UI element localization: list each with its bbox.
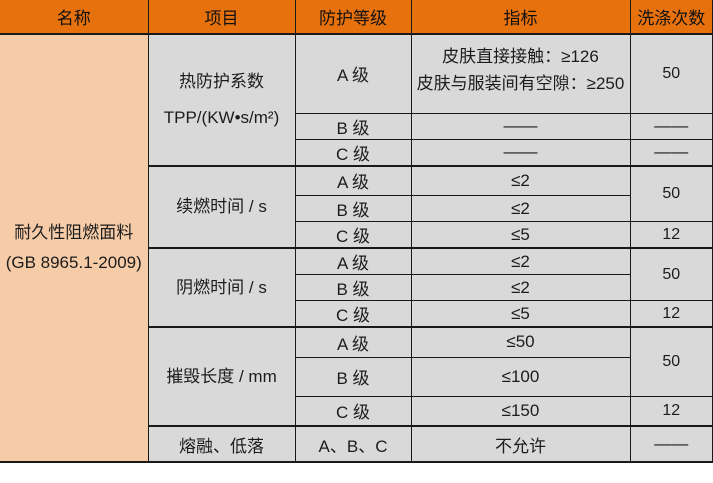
indicator-line: 皮肤直接接触：≥126: [442, 47, 599, 66]
flame-retardant-spec-table: 名称 项目 防护等级 指标 洗涤次数 耐久性阻燃面料 (GB 8965.1-20…: [0, 0, 713, 463]
header-wash-count: 洗涤次数: [629, 0, 713, 35]
header-indicator: 指标: [410, 0, 631, 35]
table-row: 摧毁长度 / mm A 级 ≤50 50: [0, 326, 713, 427]
level-cell: B 级: [294, 274, 412, 301]
header-item: 项目: [147, 0, 296, 35]
table-row: C 级 —— ——: [0, 138, 713, 166]
table-row: C 级 ≤5 12: [0, 300, 713, 328]
level-cell: C 级: [294, 395, 412, 427]
indicator-cell: ——: [410, 112, 631, 140]
indicator-cell: ≤150: [410, 395, 631, 427]
table-row: C 级 ≤5 12: [0, 221, 713, 249]
indicator-cell: ≤2: [410, 164, 631, 196]
header-protection-level: 防护等级: [294, 0, 412, 35]
indicator-cell: ——: [410, 138, 631, 166]
table-row: B 级 ≤2: [0, 195, 713, 222]
item-tpp-cell: 热防护系数 TPP/(KW•s/m²): [147, 33, 296, 166]
level-cell: B 级: [294, 112, 412, 140]
wash-count-cell: ——: [629, 425, 713, 463]
level-cell: A 级: [294, 164, 412, 196]
material-name-cell: 耐久性阻燃面料 (GB 8965.1-2009): [0, 33, 149, 463]
item-smolder-cell: 阴燃时间 / s: [147, 247, 296, 328]
indicator-cell: 不允许: [410, 425, 631, 463]
table-row: 耐久性阻燃面料 (GB 8965.1-2009) 热防护系数 TPP/(KW•s…: [0, 33, 713, 463]
material-name: 耐久性阻燃面料: [14, 223, 134, 242]
table-row: C 级 ≤150 12: [0, 395, 713, 427]
indicator-cell: ≤50: [410, 326, 631, 358]
indicator-cell: ≤2: [410, 274, 631, 301]
header-name: 名称: [0, 0, 149, 35]
level-cell: A 级: [294, 247, 412, 275]
level-cell: B 级: [294, 195, 412, 222]
wash-count-cell: 50: [629, 33, 713, 114]
level-cell: C 级: [294, 300, 412, 328]
wash-count-cell: 50: [629, 326, 713, 397]
item-damage-length-cell: 摧毁长度 / mm: [147, 326, 296, 427]
item-melt-drip-cell: 熔融、低落: [147, 425, 296, 463]
indicator-cell: ≤2: [410, 247, 631, 275]
wash-count-cell: 50: [629, 247, 713, 301]
level-cell: C 级: [294, 221, 412, 249]
wash-count-cell: 12: [629, 395, 713, 427]
table-row: B 级 ≤2: [0, 274, 713, 301]
level-cell: C 级: [294, 138, 412, 166]
wash-count-cell: ——: [629, 112, 713, 140]
level-cell: A 级: [294, 33, 412, 114]
indicator-cell: ≤5: [410, 300, 631, 328]
header-row: 名称 项目 防护等级 指标 洗涤次数: [0, 0, 713, 35]
table-row: 熔融、低落 A、B、C 不允许 ——: [0, 425, 713, 463]
table-row: B 级 ≤100: [0, 356, 713, 397]
table-row: 续燃时间 / s A 级 ≤2 50: [0, 164, 713, 249]
indicator-cell: ≤5: [410, 221, 631, 249]
item-afterflame-cell: 续燃时间 / s: [147, 164, 296, 249]
indicator-cell: 皮肤直接接触：≥126 皮肤与服装间有空隙：≥250: [410, 33, 631, 114]
wash-count-cell: 12: [629, 300, 713, 328]
item-tpp-unit: TPP/(KW•s/m²): [163, 107, 280, 127]
indicator-line: 皮肤与服装间有空隙：≥250: [416, 74, 625, 93]
level-cell: B 级: [294, 356, 412, 397]
level-cell: A 级: [294, 326, 412, 358]
wash-count-cell: ——: [629, 138, 713, 166]
table-row: B 级 —— ——: [0, 112, 713, 140]
table-row: 阴燃时间 / s A 级 ≤2 50: [0, 247, 713, 328]
indicator-cell: ≤2: [410, 195, 631, 222]
standard-code: (GB 8965.1-2009): [5, 253, 142, 272]
indicator-cell: ≤100: [410, 356, 631, 397]
item-tpp-label: 热防护系数: [179, 71, 264, 91]
wash-count-cell: 50: [629, 164, 713, 222]
level-cell: A、B、C: [294, 425, 412, 463]
wash-count-cell: 12: [629, 221, 713, 249]
